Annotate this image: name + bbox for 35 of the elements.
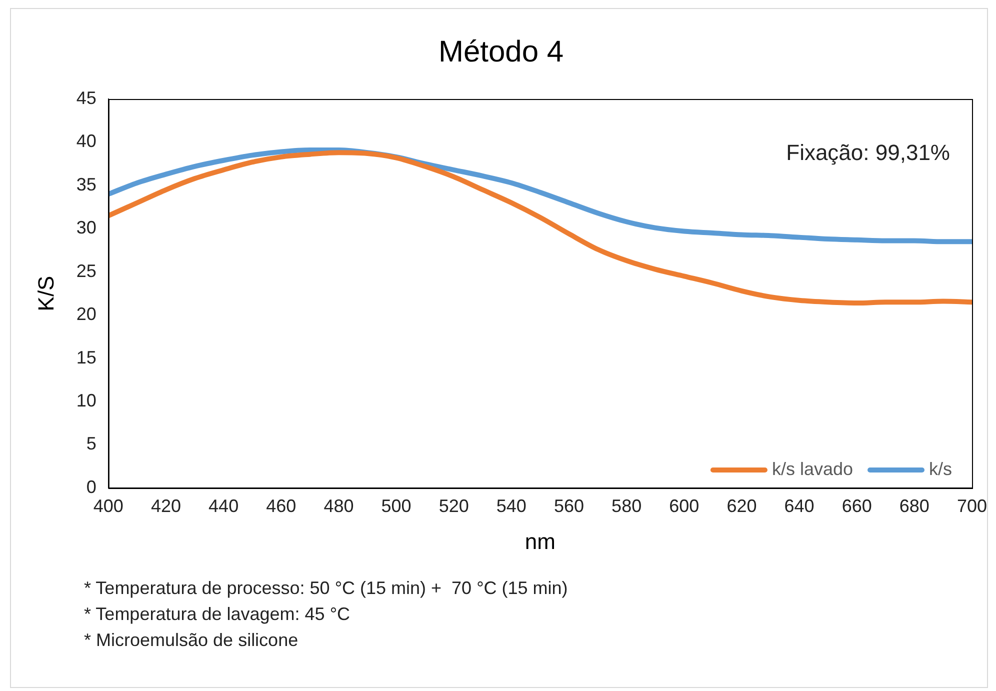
x-tick-label: 580 [612, 496, 642, 516]
y-tick-label: 15 [76, 347, 96, 368]
x-tick-label: 600 [669, 496, 700, 516]
x-tick-label: 520 [438, 496, 469, 516]
x-tick-label: 440 [208, 496, 239, 516]
y-tick-label: 10 [76, 390, 96, 411]
legend-label: k/s [929, 458, 952, 479]
x-tick-label: 640 [784, 496, 814, 516]
y-tick-label: 45 [76, 88, 96, 108]
chart-title: Método 4 [438, 35, 564, 68]
y-tick-label: 20 [76, 304, 96, 324]
x-tick-label: 700 [956, 496, 988, 516]
text: * Temperatura de processo: 50 °C (15 min) + 70 °C (15 min) [84, 577, 568, 600]
y-tick-label: 35 [76, 174, 96, 194]
text: * Microemulsão de silicone [84, 629, 300, 652]
x-tick-label: 560 [554, 496, 584, 516]
y-tick-label: 30 [76, 218, 96, 238]
x-tick-label: 400 [93, 496, 124, 516]
x-tick-label: 680 [899, 496, 930, 516]
y-axis-title: K/S [33, 276, 58, 312]
y-tick-label: 5 [86, 434, 96, 454]
x-tick-label: 540 [496, 496, 526, 516]
text: * Temperatura de lavagem: 45 °C [84, 603, 352, 626]
annotation: Fixação: 99,31% [786, 140, 950, 166]
x-tick-label: 620 [726, 496, 757, 516]
x-tick-label: 420 [150, 496, 182, 516]
y-tick-label: 40 [76, 131, 96, 152]
legend-label: k/s lavado [772, 458, 853, 479]
x-tick-label: 460 [266, 496, 296, 516]
x-axis-title: nm [524, 528, 556, 554]
y-tick-label: 25 [76, 260, 96, 281]
x-tick-label: 480 [324, 496, 354, 516]
x-tick-label: 500 [381, 496, 412, 516]
y-tick-label: 0 [86, 476, 96, 497]
x-tick-label: 660 [842, 496, 872, 516]
